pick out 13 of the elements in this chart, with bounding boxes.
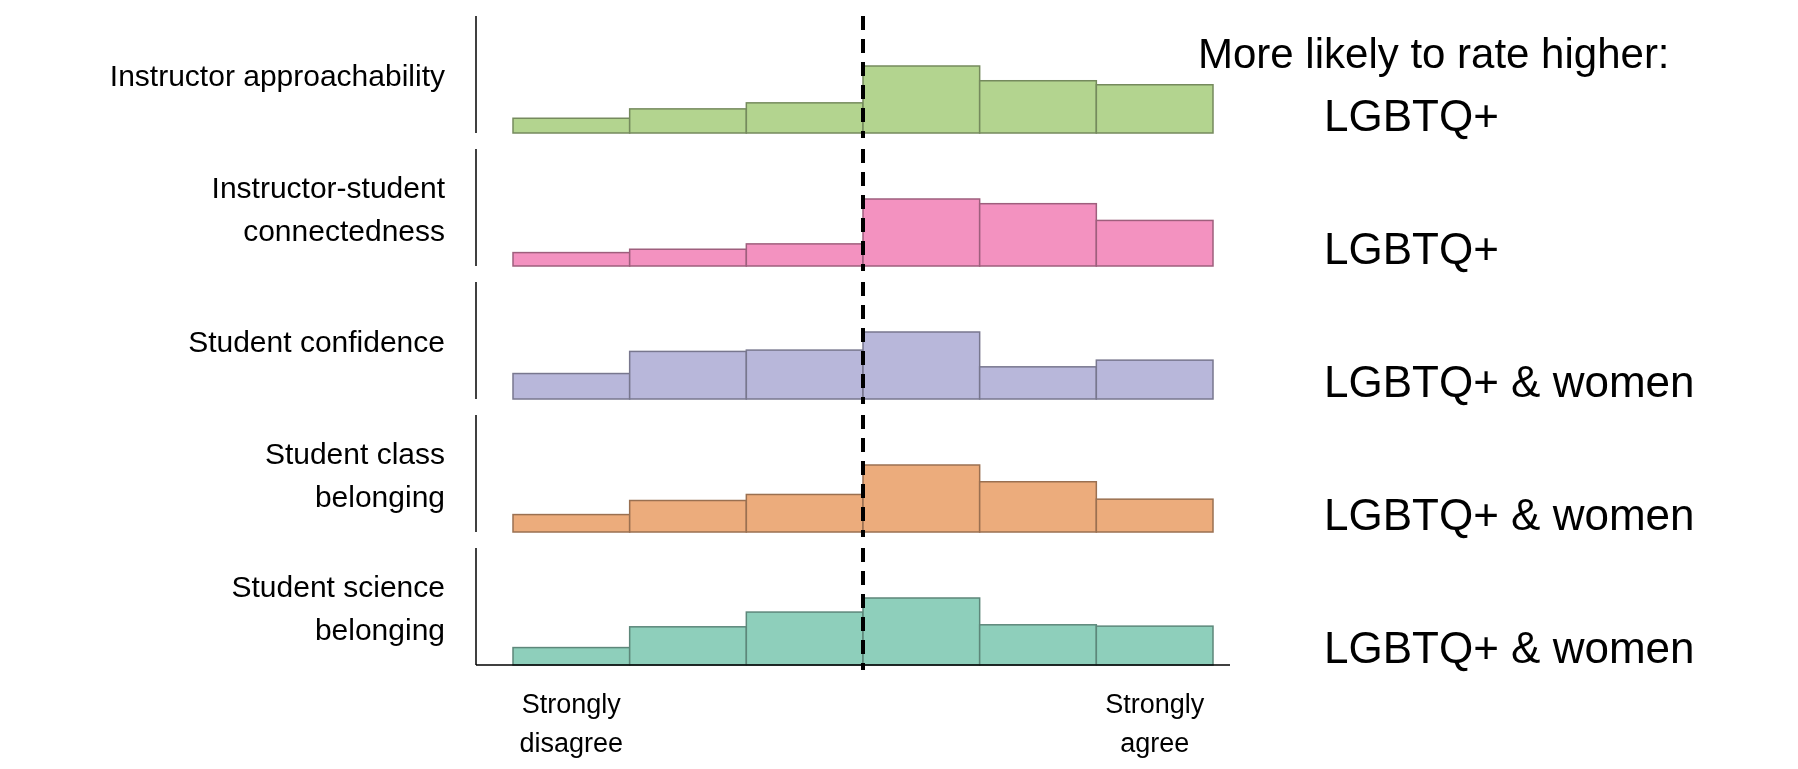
y-axis-title: Student science belonging (231, 569, 445, 646)
x-tick-label: Strongly disagree (519, 689, 624, 758)
text: LGBTQ+ (1324, 224, 1499, 273)
text: LGBTQ+ & women (1324, 357, 1695, 406)
y-axis-title: Instructor approachability (109, 59, 445, 92)
y-axis-title: Student class belonging (264, 436, 445, 513)
text: LGBTQ+ & women (1324, 490, 1695, 539)
text: LGBTQ+ & women (1324, 623, 1695, 672)
x-tick-label: Strongly agree (1105, 689, 1205, 758)
y-axis-title: Student confidence (188, 325, 445, 358)
text: LGBTQ+ (1324, 91, 1499, 140)
y-axis-title: Instructor-student connectedness (211, 170, 446, 247)
annotation: More likely to rate higher: (1198, 30, 1670, 77)
